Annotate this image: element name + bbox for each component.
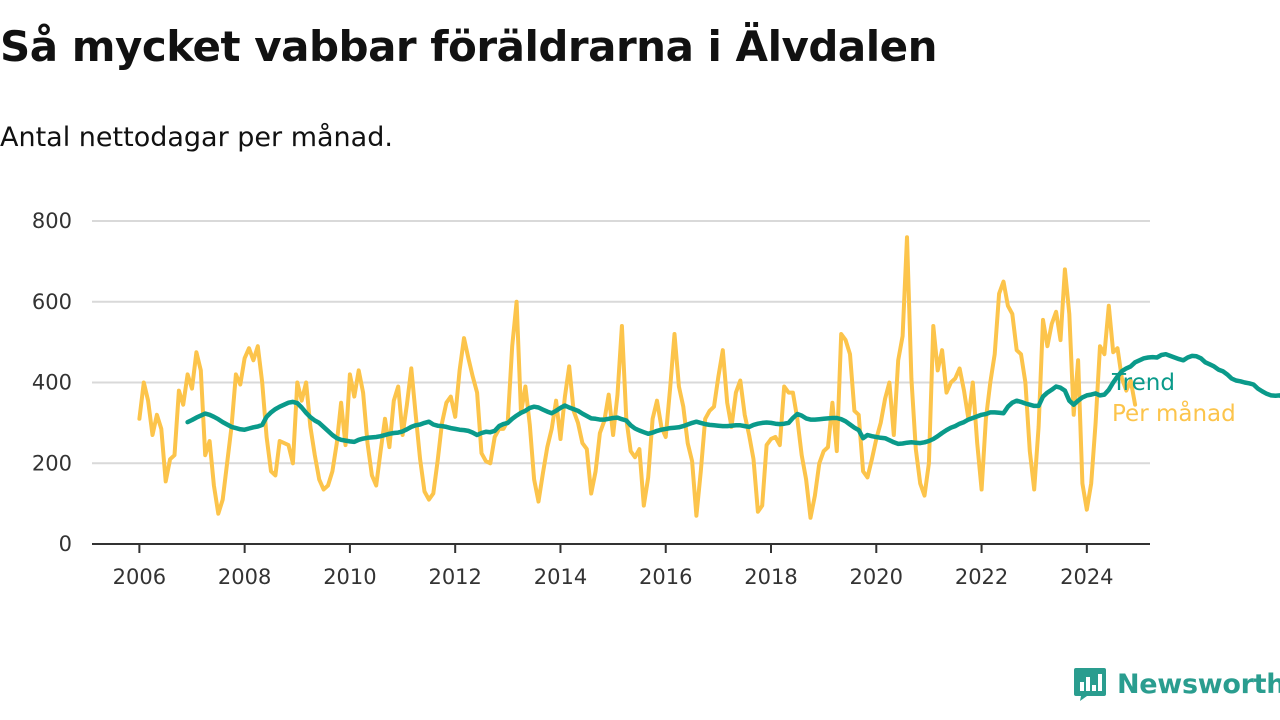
y-tick-label: 600: [32, 290, 72, 314]
y-tick-label: 400: [32, 371, 72, 395]
chart-subtitle: Antal nettodagar per månad.: [0, 122, 393, 153]
legend-label-trend: Trend: [1111, 370, 1175, 396]
y-axis-ticks: 0 200 400 600 800: [32, 209, 72, 556]
series-line-per-manad: [137, 235, 1138, 520]
x-tick-label: 2024: [1060, 565, 1113, 589]
y-tick-label: 0: [59, 532, 72, 556]
x-tick-label: 2020: [850, 565, 903, 589]
x-tick-label: 2008: [218, 565, 271, 589]
y-tick-label: 800: [32, 209, 72, 233]
series-line-trend: [185, 351, 1280, 447]
x-tick-label: 2014: [534, 565, 587, 589]
series-lines: [137, 235, 1280, 520]
legend: Per månad Trend: [1111, 370, 1236, 427]
x-tick-label: 2016: [639, 565, 692, 589]
legend-label-per-manad: Per månad: [1112, 399, 1236, 427]
chart-title: Så mycket vabbar föräldrarna i Älvdalen: [0, 22, 938, 71]
x-tick-label: 2012: [428, 565, 481, 589]
x-tick-label: 2010: [323, 565, 376, 589]
x-axis: 2006 2008 2010 2012 2014 2016 2018 2020 2022 2024: [92, 543, 1150, 589]
x-tick-label: 2018: [744, 565, 797, 589]
x-tick-label: 2022: [955, 565, 1008, 589]
newsworthy-logo-icon: [1074, 668, 1106, 701]
brand-name: Newsworthy: [1117, 668, 1280, 700]
y-tick-label: 200: [32, 451, 72, 475]
x-tick-label: 2006: [113, 565, 166, 589]
brand-logo: Newsworthy: [1073, 666, 1280, 702]
